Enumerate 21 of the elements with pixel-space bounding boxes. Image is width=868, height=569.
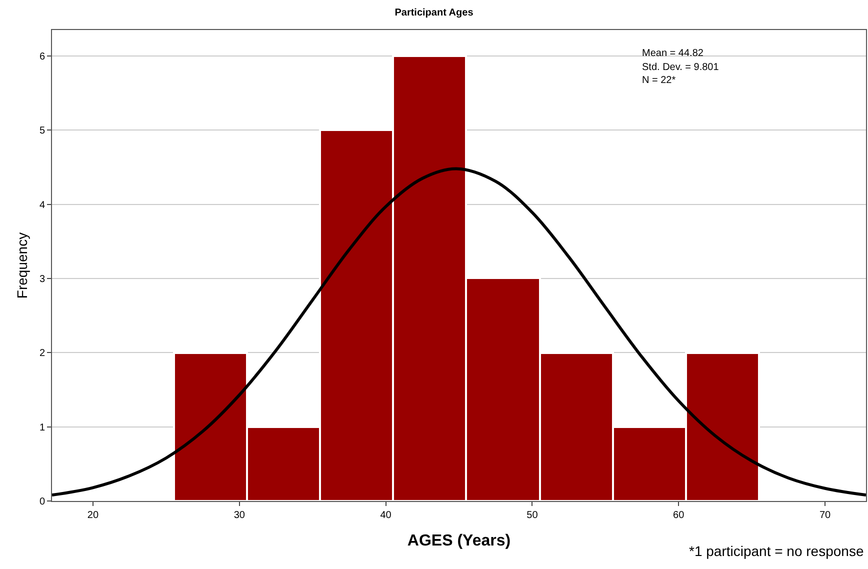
text: *1 participant = no response <box>689 543 864 559</box>
y-axis-title: Frequency <box>14 232 30 299</box>
x-tick-label: 30 <box>234 510 246 521</box>
annotation: Std. Dev. = 9.801 <box>642 62 720 73</box>
x-tick-label: 60 <box>673 510 685 521</box>
y-tick-label: 1 <box>39 422 46 434</box>
x-tick-label: 50 <box>526 510 538 521</box>
y-tick-label: 2 <box>39 348 46 360</box>
y-tick-label: 0 <box>39 496 46 508</box>
chart-title: Participant Ages <box>394 8 474 19</box>
y-tick-label: 6 <box>39 51 46 62</box>
line-series <box>52 167 866 497</box>
y-tick-label: 4 <box>39 200 46 211</box>
x-tick-label: 40 <box>380 510 392 521</box>
annotation: Mean = 44.82 <box>642 48 704 59</box>
annotation: N = 22* <box>642 75 676 86</box>
y-tick-label: 5 <box>39 126 46 137</box>
y-tick-label: 3 <box>39 274 46 285</box>
x-tick-label: 70 <box>819 510 832 521</box>
x-tick-label: 20 <box>87 510 99 521</box>
x-axis-title: AGES (Years) <box>407 532 511 550</box>
